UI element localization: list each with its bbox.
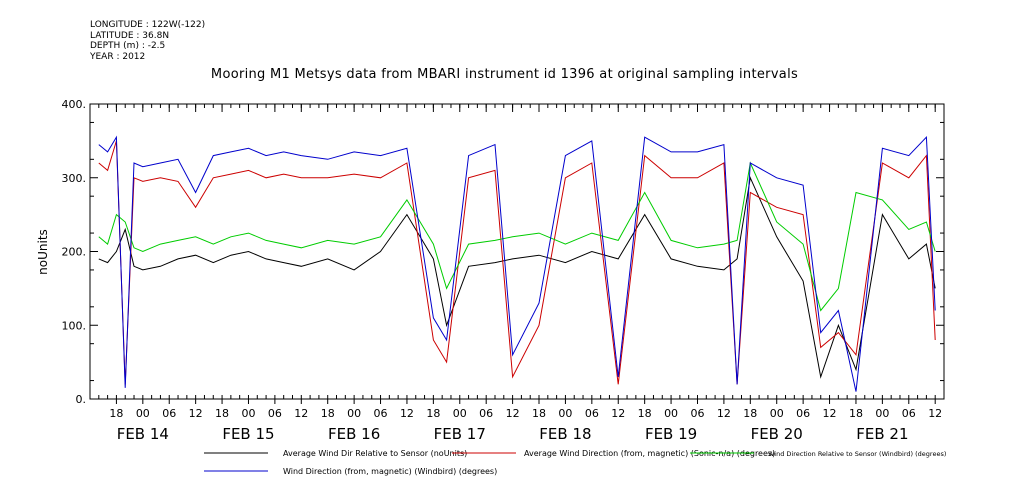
x-hour-tick-label: 06 bbox=[796, 407, 810, 420]
x-hour-tick-label: 00 bbox=[875, 407, 889, 420]
x-hour-tick-label: 06 bbox=[162, 407, 176, 420]
x-hour-tick-label: 18 bbox=[109, 407, 123, 420]
series-line-4 bbox=[98, 135, 936, 392]
x-date-label: FEB 16 bbox=[328, 425, 380, 443]
x-date-label: FEB 20 bbox=[751, 425, 803, 443]
y-tick-label: 400. bbox=[62, 98, 87, 111]
series-line-2 bbox=[98, 140, 936, 385]
y-axis-label: noUnits bbox=[36, 229, 50, 275]
y-tick-label: 0. bbox=[76, 393, 87, 406]
x-hour-tick-label: 00 bbox=[136, 407, 150, 420]
legend-label-1: Average Wind Dir Relative to Sensor (noU… bbox=[283, 449, 467, 458]
x-date-label: FEB 14 bbox=[117, 425, 169, 443]
series-line-1 bbox=[98, 176, 936, 379]
x-hour-tick-label: 00 bbox=[664, 407, 678, 420]
x-date-label: FEB 15 bbox=[222, 425, 274, 443]
x-hour-tick-label: 18 bbox=[743, 407, 757, 420]
x-hour-tick-label: 00 bbox=[347, 407, 361, 420]
x-hour-tick-label: 06 bbox=[479, 407, 493, 420]
series-layer bbox=[98, 135, 936, 392]
axes-layer: 18 00 06 12 18 00 06 12 18 00 06 12 18 00 06 12 18 00 06 12… bbox=[62, 98, 945, 443]
x-hour-tick-label: 12 bbox=[294, 407, 308, 420]
x-date-label: FEB 17 bbox=[434, 425, 486, 443]
x-hour-tick-label: 18 bbox=[532, 407, 546, 420]
x-hour-tick-label: 00 bbox=[770, 407, 784, 420]
x-hour-tick-label: 00 bbox=[558, 407, 572, 420]
x-hour-tick-label: 00 bbox=[241, 407, 255, 420]
legend-label-3: Wind Direction Relative to Sensor (Windb… bbox=[768, 450, 946, 458]
x-hour-tick-label: 06 bbox=[902, 407, 916, 420]
x-hour-tick-label: 18 bbox=[849, 407, 863, 420]
legend-label-4: Wind Direction (from, magnetic) (Windbir… bbox=[283, 467, 497, 476]
depth-label: DEPTH (m) : -2.5 bbox=[90, 41, 166, 51]
x-hour-tick-label: 06 bbox=[585, 407, 599, 420]
legend: Average Wind Dir Relative to Sensor (noU… bbox=[204, 449, 946, 476]
y-tick-label: 300. bbox=[62, 172, 87, 185]
latitude-label: LATITUDE : 36.8N bbox=[90, 30, 170, 41]
x-date-label: FEB 18 bbox=[539, 425, 591, 443]
x-date-label: FEB 21 bbox=[856, 425, 908, 443]
x-hour-tick-label: 12 bbox=[400, 407, 414, 420]
legend-label-2: Average Wind Direction (from, magnetic) … bbox=[524, 449, 775, 458]
x-hour-tick-label: 06 bbox=[268, 407, 282, 420]
longitude-label: LONGITUDE : 122W(-122) bbox=[90, 20, 206, 30]
x-hour-tick-label: 18 bbox=[321, 407, 335, 420]
x-hour-tick-label: 18 bbox=[215, 407, 229, 420]
x-hour-tick-label: 18 bbox=[426, 407, 440, 420]
x-hour-tick-label: 12 bbox=[928, 407, 942, 420]
plot-frame bbox=[89, 103, 945, 400]
chart-title: Mooring M1 Metsys data from MBARI instru… bbox=[210, 67, 799, 82]
y-tick-label: 100. bbox=[62, 319, 87, 332]
x-hour-tick-label: 00 bbox=[453, 407, 467, 420]
year-label: YEAR : 2012 bbox=[90, 51, 146, 62]
station-metadata: LONGITUDE : 122W(-122) LATITUDE : 36.8N … bbox=[90, 20, 205, 62]
x-hour-tick-label: 12 bbox=[611, 407, 625, 420]
x-hour-tick-label: 12 bbox=[823, 407, 837, 420]
x-date-label: FEB 19 bbox=[645, 425, 697, 443]
x-hour-tick-label: 12 bbox=[189, 407, 203, 420]
series-line-3 bbox=[98, 161, 936, 312]
x-hour-tick-label: 06 bbox=[690, 407, 704, 420]
y-tick-label: 200. bbox=[62, 246, 87, 259]
x-hour-tick-label: 06 bbox=[374, 407, 388, 420]
x-hour-tick-label: 12 bbox=[717, 407, 731, 420]
x-hour-tick-label: 12 bbox=[506, 407, 520, 420]
x-hour-tick-label: 18 bbox=[638, 407, 652, 420]
